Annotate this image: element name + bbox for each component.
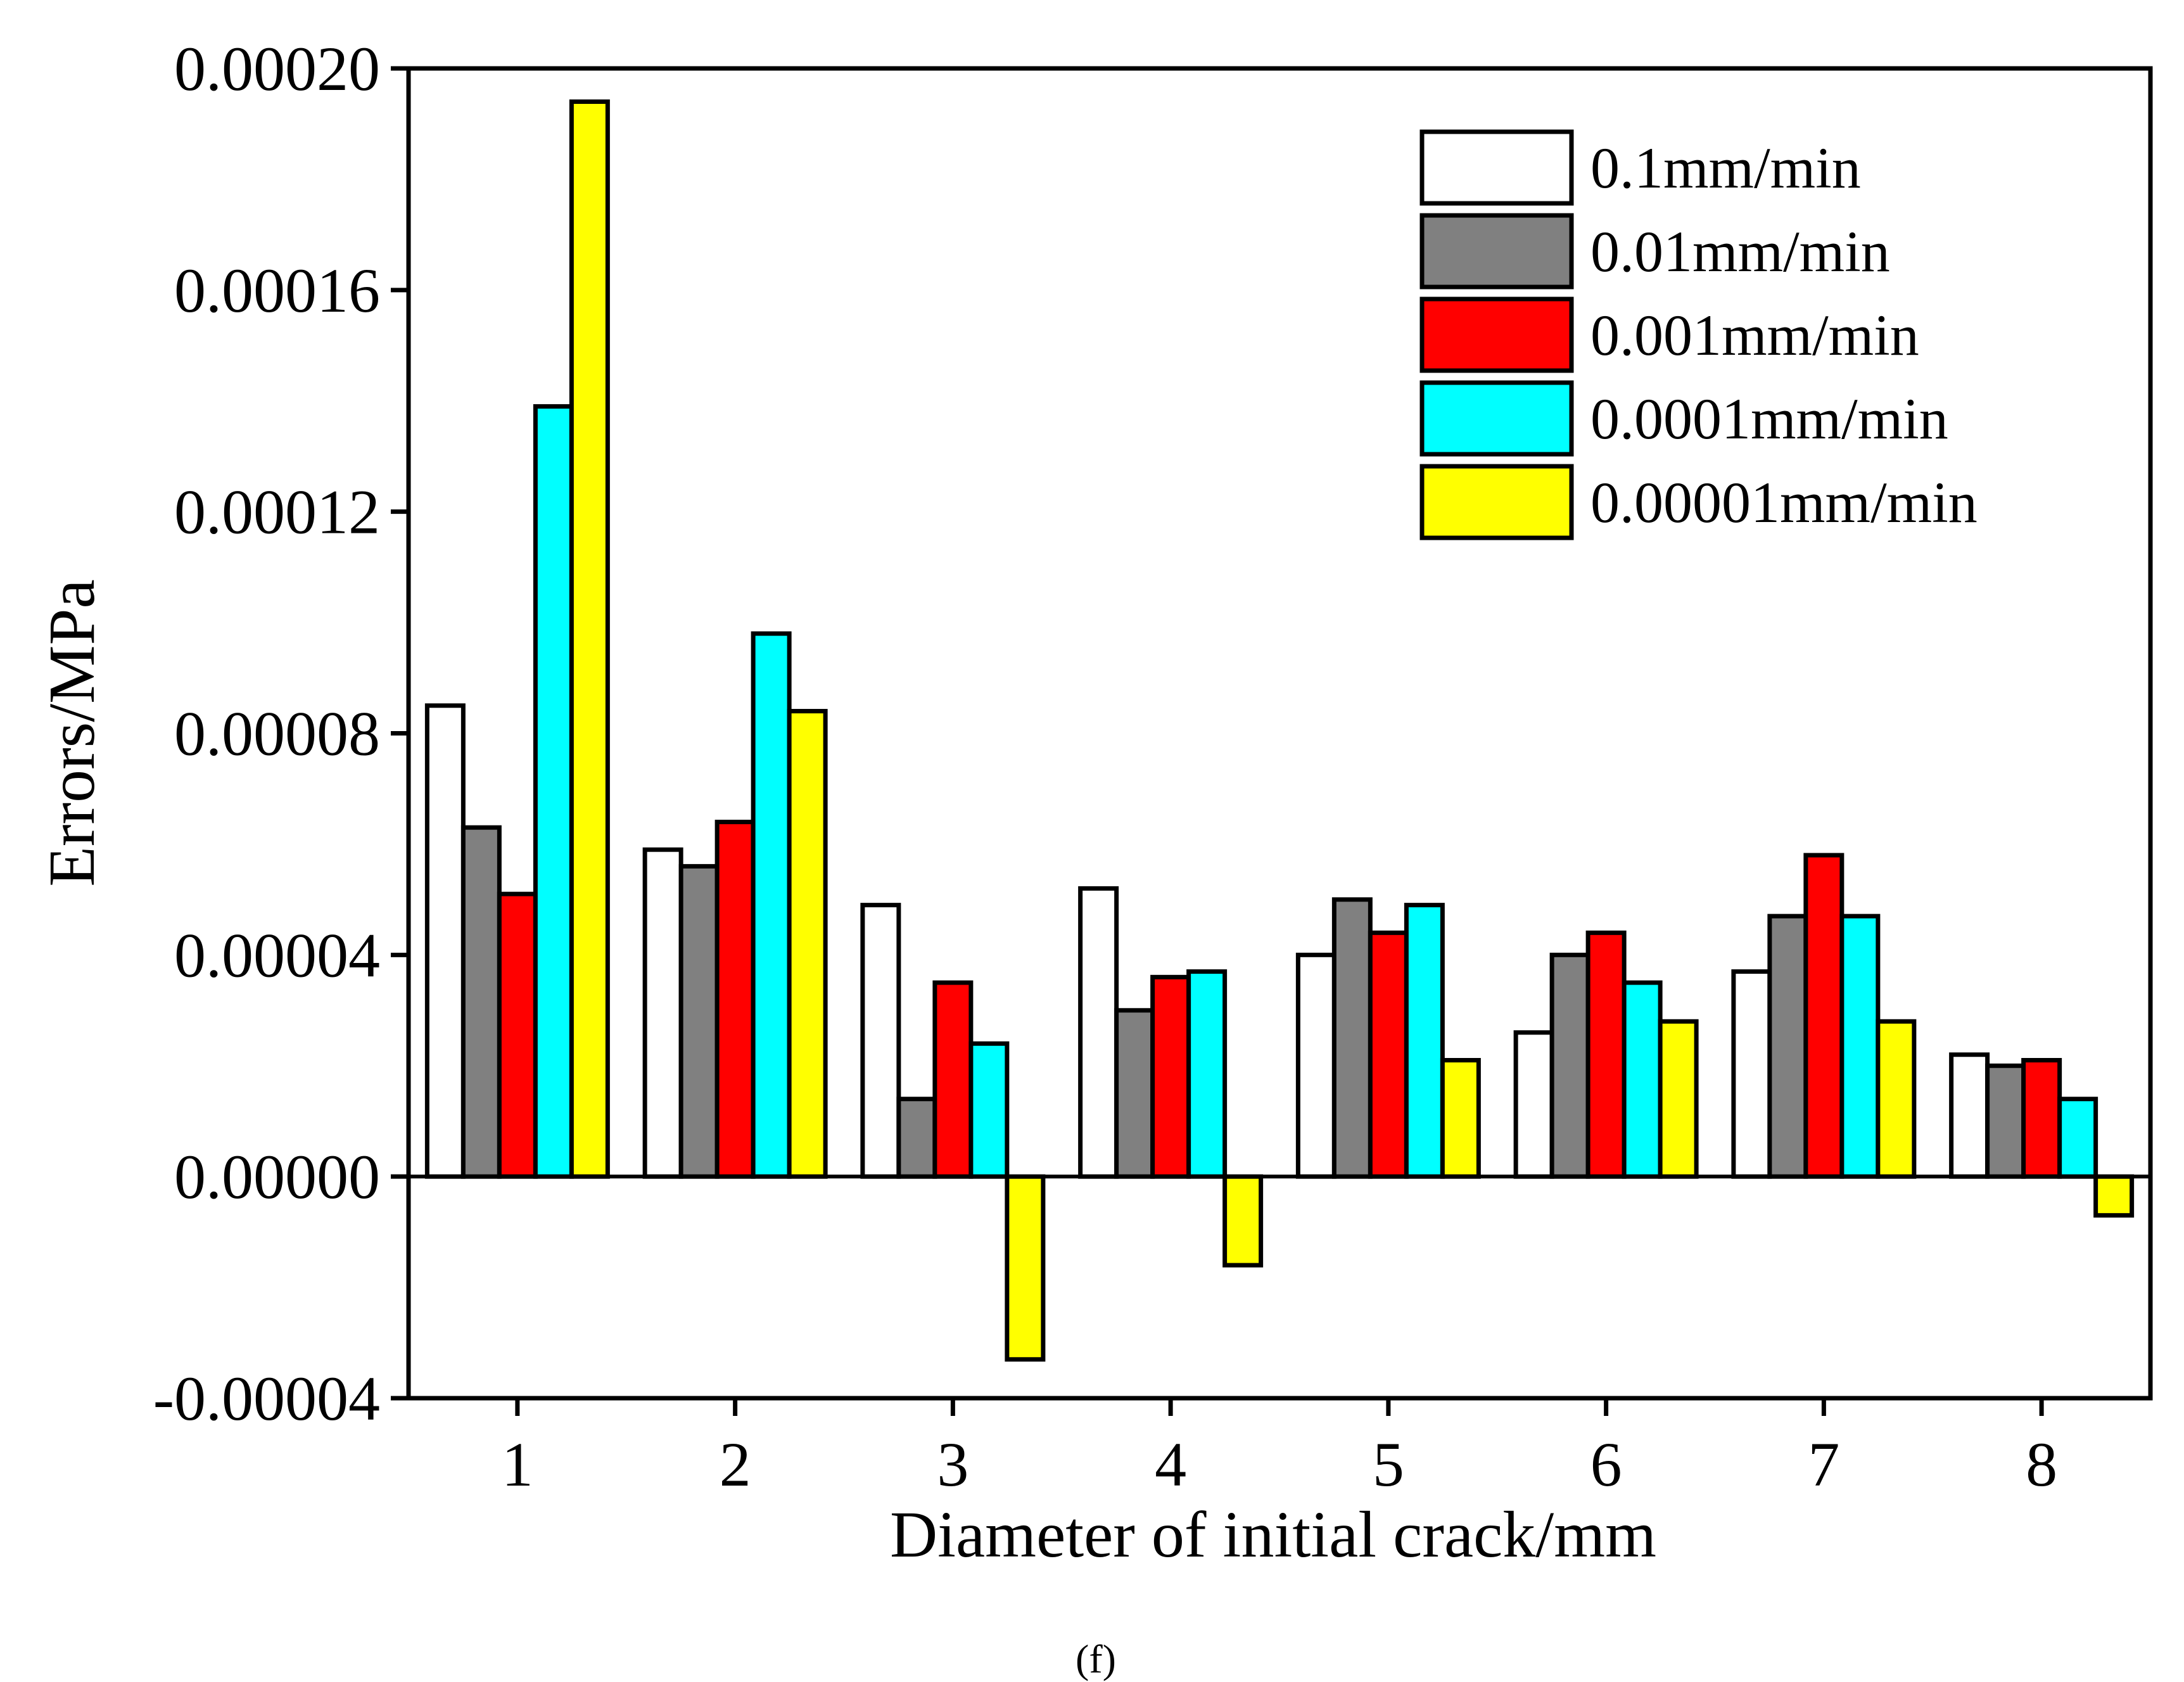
y-tick-label: 0.00008	[174, 699, 380, 769]
bar-1-cat-3	[860, 903, 901, 1179]
bar-5-cat-1	[569, 99, 610, 1179]
bar-4-cat-4	[1186, 969, 1228, 1179]
legend-swatch	[1419, 464, 1574, 540]
bar-3-cat-8	[2021, 1058, 2062, 1179]
bar-5-cat-3	[1005, 1174, 1046, 1362]
bar-3-cat-1	[497, 891, 538, 1179]
x-tick-label: 4	[1155, 1429, 1186, 1500]
bar-5-cat-4	[1222, 1174, 1264, 1268]
bar-2-cat-1	[460, 825, 502, 1179]
x-tick-label: 8	[2026, 1429, 2057, 1500]
bar-2-cat-8	[1985, 1063, 2026, 1179]
y-axis-title: Errors/MPa	[35, 579, 108, 886]
bar-3-cat-2	[714, 819, 756, 1179]
legend-label: 0.0001mm/min	[1590, 386, 1948, 451]
figure-caption: (f)	[1076, 1636, 1116, 1681]
legend: 0.1mm/min 0.01mm/min 0.001mm/min 0.0001mm/m…	[1419, 129, 1978, 540]
bar-4-cat-5	[1404, 903, 1445, 1179]
y-tick-label: 0.00012	[174, 477, 380, 547]
x-tick-label: 2	[720, 1429, 751, 1500]
bar-5-cat-6	[1658, 1019, 1699, 1179]
bar-3-cat-4	[1150, 974, 1191, 1179]
bar-3-cat-7	[1803, 853, 1844, 1179]
y-tick-label: 0.00004	[174, 920, 380, 990]
legend-swatch	[1419, 380, 1574, 457]
x-tick-label: 3	[937, 1429, 968, 1500]
bar-1-cat-2	[642, 847, 683, 1179]
bar-3-cat-5	[1368, 930, 1409, 1179]
x-tick-label: 6	[1590, 1429, 1622, 1500]
axes: -0.00004 0.00000 0.00004 0.00008 0.00012 0.00…	[153, 34, 2153, 1500]
y-tick-label: -0.00004	[153, 1363, 380, 1434]
bar-5-cat-5	[1440, 1058, 1481, 1179]
bar-5-cat-2	[787, 709, 828, 1179]
legend-swatch	[1419, 296, 1574, 373]
bar-4-cat-3	[968, 1041, 1010, 1179]
bar-4-cat-1	[533, 404, 574, 1179]
y-tick-label: 0.00000	[174, 1142, 380, 1212]
legend-label: 0.001mm/min	[1590, 303, 1919, 367]
y-tick-label: 0.00016	[174, 255, 380, 326]
x-tick-label: 5	[1373, 1429, 1404, 1500]
legend-swatch	[1419, 213, 1574, 290]
bar-1-cat-1	[424, 703, 466, 1179]
y-tick-label: 0.00020	[174, 34, 380, 104]
bar-5-cat-7	[1876, 1019, 1917, 1179]
bar-4-cat-7	[1839, 914, 1881, 1179]
legend-label: 0.01mm/min	[1590, 219, 1890, 284]
bar-4-cat-8	[2057, 1097, 2098, 1179]
bar-2-cat-2	[678, 863, 720, 1179]
bar-1-cat-6	[1513, 1030, 1554, 1179]
bar-2-cat-4	[1114, 1008, 1155, 1179]
x-axis-title: Diameter of initial crack/mm	[890, 1498, 1656, 1571]
bar-3-cat-3	[932, 980, 974, 1179]
bar-1-cat-5	[1295, 952, 1336, 1179]
bar-1-cat-4	[1078, 886, 1119, 1179]
bar-4-cat-2	[751, 631, 792, 1179]
bar-2-cat-7	[1767, 914, 1808, 1179]
bar-1-cat-7	[1731, 969, 1772, 1179]
x-tick-label: 7	[1808, 1429, 1839, 1500]
bar-2-cat-5	[1331, 897, 1373, 1179]
bar-2-cat-3	[896, 1097, 937, 1179]
legend-label: 0.1mm/min	[1590, 136, 1861, 200]
bar-5-cat-8	[2093, 1174, 2135, 1218]
x-tick-label: 1	[502, 1429, 533, 1500]
bar-1-cat-8	[1949, 1052, 1990, 1179]
legend-swatch	[1419, 129, 1574, 206]
plot-area	[424, 99, 2135, 1362]
bar-2-cat-6	[1549, 952, 1590, 1179]
bar-3-cat-6	[1585, 930, 1627, 1179]
bar-4-cat-6	[1622, 980, 1663, 1179]
legend-label: 0.00001mm/min	[1590, 470, 1978, 535]
